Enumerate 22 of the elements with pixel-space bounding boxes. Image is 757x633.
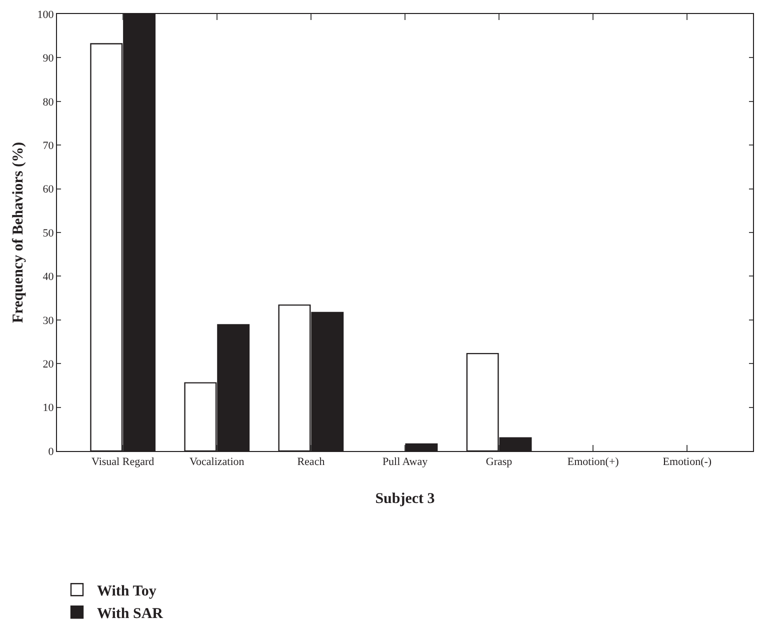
x-axis-title: Subject 3 [375, 491, 435, 508]
legend-label: With SAR [97, 606, 164, 622]
y-tick-label: 90 [42, 52, 54, 65]
y-tick-label: 0 [48, 446, 54, 458]
y-tick-label: 60 [42, 184, 54, 196]
y-tick-label: 10 [42, 402, 54, 414]
y-tick-label: 30 [42, 314, 54, 327]
x-tick-label: Pull Away [382, 456, 428, 468]
x-tick-label: Grasp [486, 456, 513, 468]
y-tick-label: 80 [42, 96, 54, 108]
x-tick-label: Emotion(+) [567, 456, 620, 468]
y-tick-label: 100 [37, 8, 54, 21]
y-tick-label: 40 [42, 271, 54, 284]
x-tick-label: Visual Regard [92, 456, 155, 468]
x-tick-label: Emotion(-) [662, 456, 712, 468]
y-tick-label: 20 [42, 358, 54, 370]
y-tick-label: 50 [42, 227, 54, 240]
y-tick-label: 70 [42, 140, 54, 152]
y-axis-title: Frequency of Behaviors (%) [10, 142, 27, 323]
x-tick-label: Vocalization [190, 456, 245, 468]
legend-label: With Toy [97, 583, 157, 600]
x-tick-label: Reach [297, 456, 326, 468]
